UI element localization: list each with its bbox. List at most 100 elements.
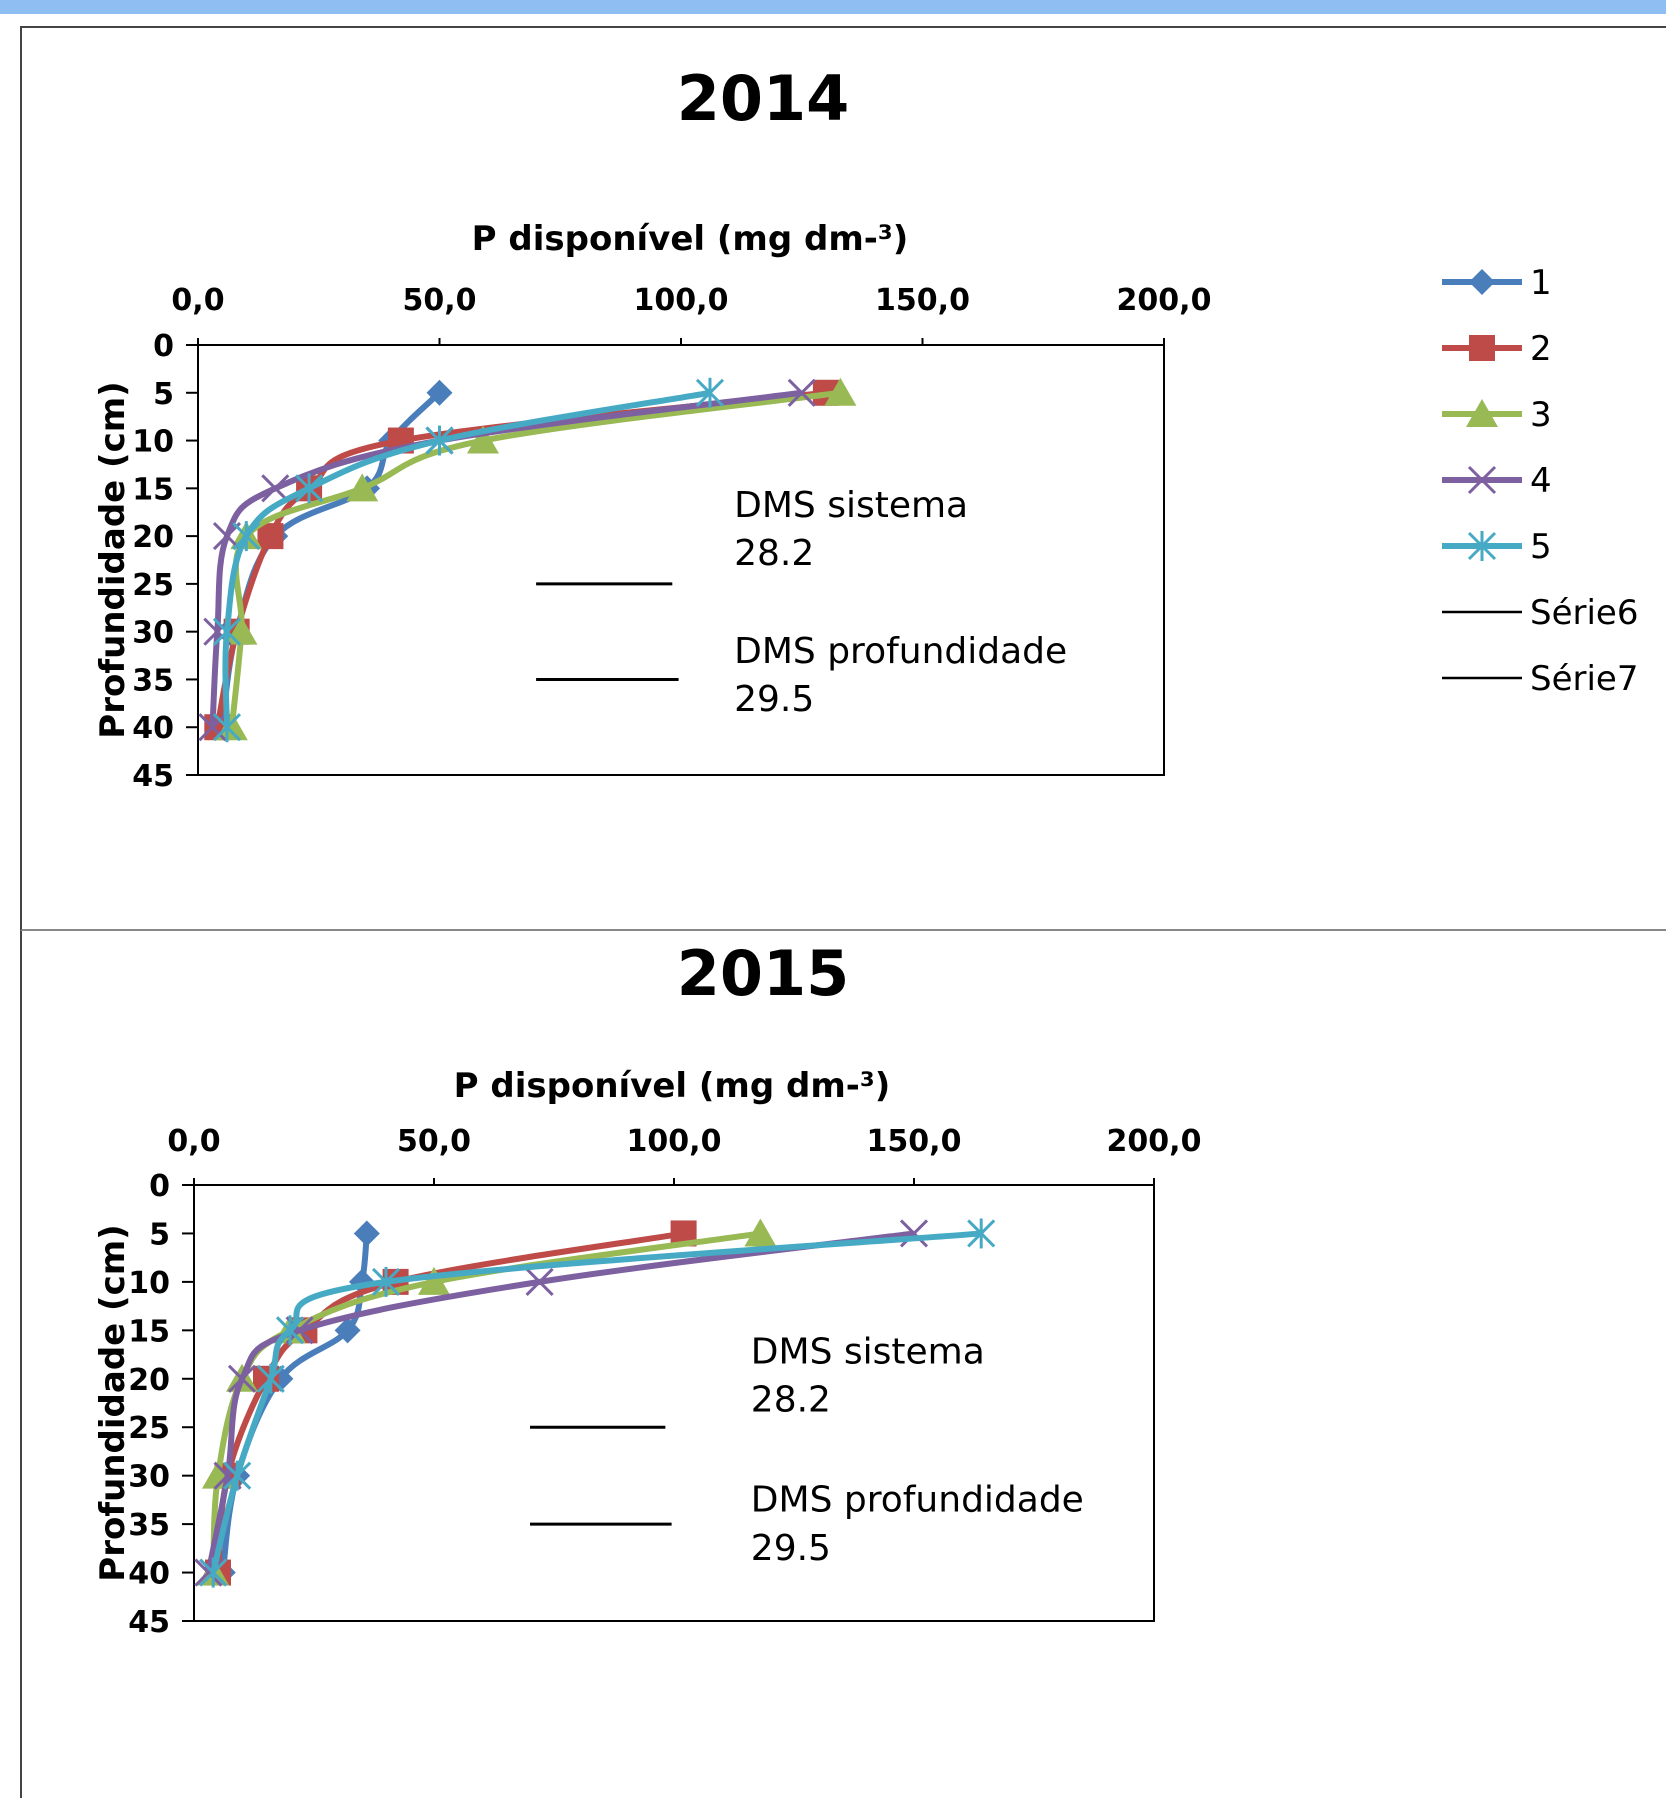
chart-2014-y-tick-label: 15 (132, 472, 174, 507)
chart-2015-series-4-point-stroke-b (227, 1364, 257, 1393)
chart-2014-y-tick-label: 30 (132, 616, 174, 651)
chart-2015-x-tick-label: 50,0 (397, 1124, 471, 1159)
legend-label-série7: Série7 (1530, 659, 1638, 699)
chart-2014-x-tick-label: 100,0 (634, 283, 729, 318)
chart-2015-y-tick-label: 5 (149, 1217, 170, 1252)
chart-2015-y-tick-label: 40 (128, 1557, 170, 1592)
chart-2014-series-5-point (695, 377, 725, 408)
legend-marker-2 (1469, 335, 1495, 361)
chart-2015-series-5-point (223, 1460, 252, 1491)
chart-2015-x-tick-label: 200,0 (1107, 1124, 1202, 1159)
chart-2015-y-tick-label: 25 (128, 1411, 170, 1446)
legend-label-1: 1 (1530, 263, 1552, 303)
legend-marker-4-stroke-b (1467, 465, 1497, 495)
chart-2015-series-4-point (899, 1219, 929, 1248)
chart-2015-series-4-point (525, 1267, 554, 1296)
window-top-bar (0, 0, 1666, 14)
chart-2014-x-tick-label: 150,0 (875, 283, 970, 318)
chart-2015-series-5-line (210, 1230, 982, 1574)
chart-panel-2015: 2015 P disponível (mg dm-³) Profundidade (… (20, 931, 1666, 1798)
chart-2015-series-1-point (349, 1268, 375, 1295)
chart-2015-y-tick-label: 35 (128, 1508, 170, 1543)
chart-panel-2014: 2014 P disponível (mg dm-³) Profundidade (… (20, 26, 1666, 931)
chart-2014-annotation-value: 28.2 (734, 533, 814, 574)
chart-2015-series-4-point-stroke-b (899, 1219, 929, 1248)
chart-2014-series-5-point (212, 616, 242, 647)
chart-2014-x-tick-label: 50,0 (402, 283, 476, 318)
chart-2014-series-4 (198, 378, 816, 742)
chart-2015-series-5-point (256, 1363, 285, 1394)
chart-2015-x-axis-title: P disponível (mg dm-³) (454, 1066, 891, 1106)
chart-2014-series-2-point (257, 523, 284, 550)
legend-label-série6: Série6 (1530, 593, 1638, 633)
chart-2015-series-3-point (418, 1266, 450, 1295)
legend-marker-4 (1467, 465, 1497, 495)
chart-2014-series-5 (212, 377, 725, 743)
chart-2015-series-5-point (371, 1266, 401, 1297)
legend-label-4: 4 (1530, 461, 1552, 501)
chart-2015-series-5-point (199, 1557, 228, 1588)
chart-2014-series-5-point (425, 425, 454, 456)
chart-2015-annotation-label: DMS sistema (751, 1331, 985, 1372)
chart-2015-series-1-point (334, 1317, 361, 1344)
chart-2015-y-tick-label: 45 (128, 1605, 170, 1640)
chart-2014-y-tick-label: 40 (132, 711, 174, 746)
chart-2015-series-5-point (967, 1218, 996, 1249)
chart-2014-annotation-label: DMS sistema (734, 485, 968, 526)
legend-label-3: 3 (1530, 395, 1552, 435)
chart-2014-x-tick-label: 0,0 (171, 283, 224, 318)
legend-label-2: 2 (1530, 329, 1552, 369)
legend-marker-5 (1467, 531, 1497, 561)
chart-2015-series-4-point-stroke-b (525, 1267, 554, 1296)
chart-2014-series-4-point-stroke-b (198, 713, 227, 742)
chart-2015-y-axis-title: Profundidade (cm) (93, 1224, 133, 1581)
legend-item-série7: Série7 (1442, 659, 1638, 699)
legend-item-5: 5 (1442, 527, 1552, 567)
chart-2015-series-2-line (215, 1230, 685, 1573)
chart-2015-series-1-point (353, 1220, 380, 1247)
chart-2014-series-3-point (466, 425, 499, 454)
chart-2014-series-4-point (261, 474, 290, 503)
chart-2015-series-5 (199, 1218, 996, 1588)
chart-2015-series-5-point (275, 1315, 305, 1346)
chart-2015-annotation-label: DMS profundidade (751, 1480, 1084, 1521)
chart-2014-series-4-point (198, 713, 227, 742)
chart-2014-series-4-line (209, 389, 803, 728)
chart-2014-series-3-point (215, 712, 248, 741)
chart-2015-series-3-point (744, 1218, 777, 1247)
chart-2014-series-4-point-stroke-b (261, 474, 290, 503)
chart-2015-y-tick-label: 10 (128, 1266, 170, 1301)
legend-item-1: 1 (1442, 263, 1552, 303)
legend-item-série6: Série6 (1442, 593, 1638, 633)
legend-item-2: 2 (1442, 329, 1552, 369)
chart-2014-series-3-point (824, 377, 857, 406)
chart-2014-series-4-point-stroke-b (787, 378, 816, 407)
chart-2014-y-tick-label: 10 (132, 425, 174, 460)
legend-marker-1 (1469, 269, 1495, 295)
chart-2015-series-3-line (210, 1230, 761, 1573)
chart-2015-title: 2015 (677, 937, 850, 1010)
chart-2014-series-5-point (212, 712, 242, 743)
chart-2014-series-1-point (426, 379, 453, 406)
chart-2015-y-tick-label: 30 (128, 1460, 170, 1495)
chart-2015-annotation-value: 29.5 (751, 1528, 831, 1569)
chart-2014-annotation-label: DMS profundidade (734, 631, 1067, 672)
legend-item-4: 4 (1442, 461, 1552, 501)
chart-2015-x-tick-label: 0,0 (167, 1124, 220, 1159)
chart-2015-series-4-point (227, 1364, 257, 1393)
chart-2014-title: 2014 (677, 62, 850, 135)
chart-2015-y-tick-label: 15 (128, 1314, 170, 1349)
chart-2014-series-5-point (295, 473, 324, 504)
chart-2015-annotation-value: 28.2 (751, 1380, 831, 1421)
legend-item-3: 3 (1442, 395, 1552, 435)
chart-2015-body: P disponível (mg dm-³) Profundidade (cm) 0… (93, 1066, 1201, 1640)
chart-2015-y-tick-label: 0 (149, 1169, 170, 1204)
chart-2014-y-tick-label: 35 (132, 663, 174, 698)
chart-2014-series-4-point (787, 378, 816, 407)
chart-2014-y-tick-label: 25 (132, 568, 174, 603)
chart-2014-y-tick-label: 0 (153, 329, 174, 364)
chart-2014-series-5-point (232, 521, 261, 552)
legend-marker-3 (1466, 399, 1498, 427)
chart-2014-y-tick-label: 45 (132, 759, 174, 794)
